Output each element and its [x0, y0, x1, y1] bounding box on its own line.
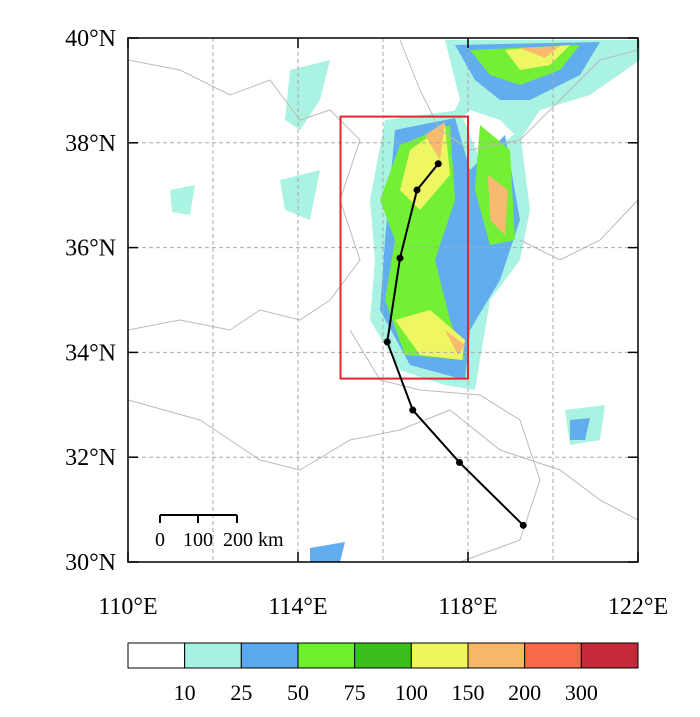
precipitation-field [170, 40, 640, 562]
track-point [409, 406, 417, 414]
colorbar-swatch [524, 642, 582, 669]
track-point [519, 521, 527, 529]
colorbar-label: 75 [344, 680, 366, 705]
colorbar-label: 10 [174, 680, 196, 705]
track-point [434, 160, 442, 168]
colorbar-swatch [410, 642, 469, 669]
track-point [396, 254, 404, 262]
colorbar-swatch [297, 642, 356, 669]
colorbar-swatch [240, 642, 299, 669]
y-tick-label: 32°N [65, 445, 116, 471]
colorbar-label: 300 [565, 680, 598, 705]
colorbar-swatch [184, 642, 242, 669]
colorbar-label: 25 [230, 680, 252, 705]
colorbar-swatch [354, 642, 412, 669]
x-tick-label: 118°E [438, 594, 497, 620]
colorbar-label: 150 [452, 680, 485, 705]
track-point [413, 186, 421, 194]
x-tick-label: 114°E [268, 594, 327, 620]
y-tick-label: 36°N [65, 236, 116, 262]
y-tick-label: 34°N [65, 340, 116, 366]
scale-bar-label: 0 [155, 529, 165, 551]
x-tick-label: 110°E [98, 594, 157, 620]
colorbar-swatch [467, 642, 526, 669]
colorbar-swatch [580, 642, 639, 669]
colorbar-swatch [127, 642, 186, 669]
x-tick-label: 122°E [608, 594, 668, 620]
scale-bar-label: 100 [183, 529, 213, 551]
y-tick-label: 40°N [65, 26, 116, 52]
y-tick-label: 30°N [65, 550, 116, 576]
y-tick-label: 38°N [65, 131, 116, 157]
region-box [339, 115, 469, 380]
track-point [383, 338, 391, 346]
scale-bar-label: 200 km [223, 529, 284, 551]
colorbar-label: 50 [287, 680, 309, 705]
plot-frame [127, 37, 639, 563]
colorbar-label: 200 [508, 680, 541, 705]
colorbar-label: 100 [395, 680, 428, 705]
track-point [456, 458, 463, 466]
